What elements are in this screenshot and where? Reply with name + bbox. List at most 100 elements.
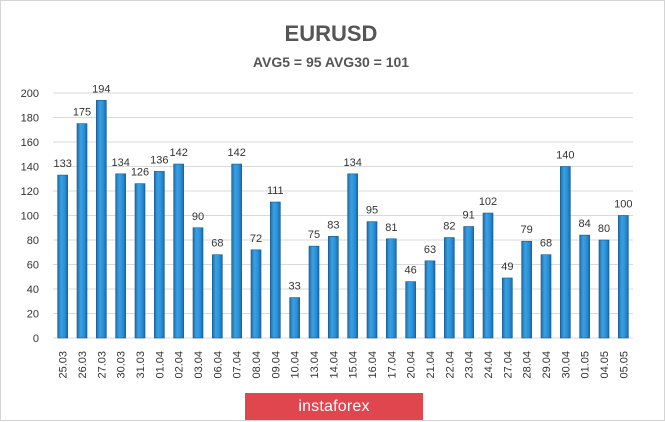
x-tick-label: 26.03 [77,351,89,379]
x-tick-label: 14.04 [328,351,340,379]
y-tick-label: 100 [21,211,39,223]
x-tick-label: 15.04 [348,351,360,379]
bar-value-label: 133 [53,158,71,170]
chart-title: EURUSD [285,21,378,46]
bar-value-label: 136 [150,154,168,166]
bar-value-label: 72 [250,233,262,245]
bar [57,174,68,339]
bar [212,254,223,339]
bar [579,234,590,339]
x-tick-label: 01.05 [580,351,592,379]
bar [154,171,165,339]
bar-value-label: 84 [579,218,591,230]
y-tick-label: 20 [27,309,39,321]
x-tick-label: 30.03 [116,351,128,379]
bar-value-label: 91 [463,210,475,222]
y-tick-label: 40 [27,284,39,296]
x-tick-label: 30.04 [560,351,572,379]
x-tick-label: 01.04 [154,351,166,379]
x-tick-label: 27.04 [502,351,514,379]
bar [115,173,126,339]
bar [308,245,320,339]
value-labels: 1331751941341261361429068142721113375831… [53,83,632,292]
bar-value-label: 46 [405,265,417,277]
bar [289,297,300,339]
bar-value-label: 33 [289,281,301,293]
bar [192,227,204,339]
bar-value-label: 49 [501,261,513,273]
bar-value-label: 68 [211,238,223,250]
x-tick-label: 10.04 [290,351,302,379]
bar-value-label: 134 [111,157,129,169]
y-tick-label: 120 [21,186,39,198]
bar [231,163,242,339]
bar-value-label: 68 [540,238,552,250]
x-tick-label: 06.04 [212,351,224,379]
x-tick-label: 24.04 [483,351,495,379]
chart-subtitle: AVG5 = 95 AVG30 = 101 [253,54,409,70]
bar-value-label: 82 [443,221,455,233]
x-tick-label: 05.05 [618,351,630,379]
bar-value-label: 134 [343,157,361,169]
bar-value-label: 194 [92,83,110,95]
y-tick-label: 200 [21,88,39,100]
x-tick-label: 21.04 [425,351,437,379]
bar-value-label: 100 [614,199,632,211]
bar [134,183,146,339]
y-axis-ticks: 0 20 40 60 80 100 120 140 160 180 200 [21,88,39,345]
bar-value-label: 95 [366,205,378,217]
bar-value-label: 75 [308,229,320,241]
bar-value-label: 80 [598,223,610,235]
bar [76,123,88,339]
bar [366,221,378,339]
x-tick-label: 13.04 [309,351,321,379]
x-tick-label: 04.05 [599,351,611,379]
bar [347,173,358,339]
bar-value-label: 142 [169,147,187,159]
x-tick-label: 08.04 [251,351,263,379]
instaforex-logo: instaforex [245,393,423,420]
bar-value-label: 63 [424,244,436,256]
bars [57,100,629,339]
x-tick-label: 28.04 [522,351,534,379]
bar-value-label: 102 [479,196,497,208]
bar [386,238,397,339]
y-tick-label: 180 [21,113,39,125]
bar [521,240,532,339]
x-tick-label: 27.03 [96,351,108,379]
x-tick-label: 09.04 [270,351,282,379]
bar-value-label: 142 [227,147,245,159]
y-tick-label: 160 [21,137,39,149]
y-tick-label: 60 [27,260,39,272]
bar-value-label: 126 [131,167,149,179]
bar-value-label: 90 [192,211,204,223]
x-tick-label: 16.04 [367,351,379,379]
bar [540,254,552,339]
bar [444,237,455,339]
bar [328,236,339,339]
y-tick-label: 80 [27,235,39,247]
x-axis-ticks: 25.03 26.03 27.03 30.03 31.03 01.04 02.04 03.04… [58,351,631,379]
bar-value-label: 175 [73,107,91,119]
bar [270,201,281,339]
x-tick-label: 31.03 [135,351,147,379]
x-tick-label: 23.04 [464,351,476,379]
bar [424,260,436,339]
bar-value-label: 79 [521,224,533,236]
bar [618,215,629,339]
bar [173,163,184,339]
x-tick-label: 17.04 [386,351,398,379]
bar [463,226,474,339]
bar [96,100,107,339]
bar-value-label: 111 [267,185,284,197]
bar [482,212,494,339]
x-tick-label: 03.04 [193,351,205,379]
bar [560,166,571,339]
bar [502,277,513,339]
x-tick-label: 29.04 [541,351,553,379]
x-tick-label: 25.03 [58,351,70,379]
bar [598,239,610,339]
bar [250,249,262,339]
